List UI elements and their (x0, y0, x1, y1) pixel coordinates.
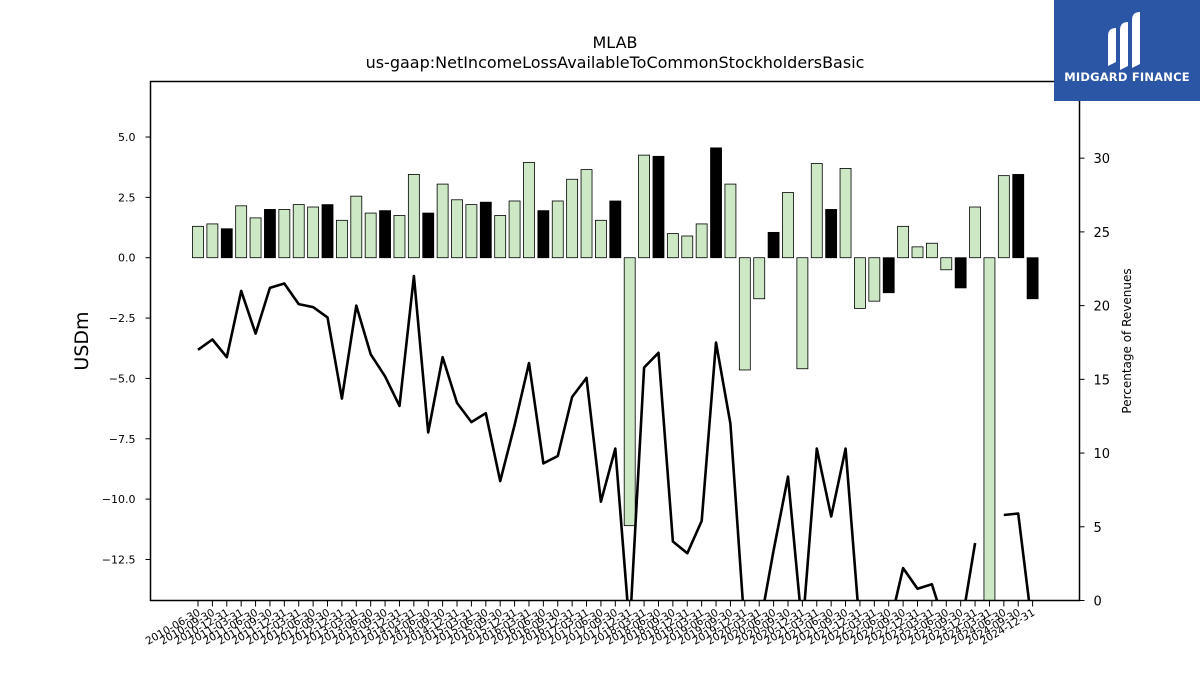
bar (465, 204, 478, 259)
bar (882, 257, 895, 294)
plot-frame (149, 80, 1081, 602)
logo-text: MIDGARD FINANCE (1064, 70, 1190, 84)
y-axis-label: USDm (71, 311, 93, 370)
y-tick-label: 2.5 (118, 191, 136, 204)
y2-tick-label: 10 (1094, 447, 1111, 462)
y2-tick-label: 5 (1094, 521, 1102, 536)
bar (249, 217, 262, 259)
bar (810, 163, 823, 259)
bar (335, 219, 348, 259)
bar (580, 169, 593, 259)
bar (738, 257, 751, 371)
chart-subtitle: us-gaap:NetIncomeLossAvailableToCommonSt… (366, 53, 865, 72)
y2-tick-label: 30 (1094, 152, 1111, 167)
x-axis-ticks: 2010-06-302010-09-302010-12-312011-03-31… (144, 600, 1037, 648)
y2-tick-label: 20 (1094, 300, 1111, 315)
logo-mark-icon (1108, 12, 1140, 70)
bar (595, 219, 607, 259)
bar (983, 257, 996, 601)
y-tick-label: −7.5 (109, 433, 136, 446)
bar (940, 257, 953, 271)
revenue-percentage-line (197, 274, 1031, 601)
bar (566, 178, 579, 259)
bar (235, 205, 248, 259)
bar (508, 200, 521, 259)
bar (753, 257, 766, 300)
bar (407, 174, 420, 259)
y-tick-label: 5.0 (118, 131, 136, 144)
bar (897, 225, 910, 259)
bar (1026, 257, 1039, 300)
bar (710, 147, 722, 259)
bar (681, 235, 694, 259)
y-tick-label: −2.5 (109, 312, 136, 325)
bar (796, 257, 809, 370)
chart-title: MLAB (592, 33, 637, 52)
bar (494, 215, 507, 259)
bar (997, 175, 1010, 259)
bar (364, 212, 377, 259)
bar (307, 206, 320, 259)
bar (954, 257, 967, 289)
bar (609, 200, 622, 259)
bar (1012, 174, 1025, 259)
bar (666, 233, 679, 259)
y-tick-label: −10.0 (102, 493, 136, 506)
bar (292, 204, 305, 259)
y2-axis-ticks: 30 25 20 15 10 5 0 (1079, 152, 1111, 610)
bar (854, 257, 866, 309)
line-group (197, 274, 1031, 601)
y2-tick-label: 15 (1094, 373, 1111, 388)
bar (551, 200, 564, 259)
bar (537, 210, 550, 259)
bar (523, 161, 535, 259)
y-tick-label: −12.5 (102, 553, 136, 566)
bar (767, 231, 780, 259)
bar (623, 257, 636, 527)
bar (925, 242, 938, 259)
bar (652, 155, 665, 259)
bar (206, 223, 219, 259)
bar (264, 209, 276, 259)
brand-logo: MIDGARD FINANCE (1054, 0, 1200, 101)
y-axis-ticks: 5.0 2.5 0.0 −2.5 −5.0 −7.5 −10.0 −12.5 (102, 131, 151, 566)
bar (350, 195, 363, 259)
y-tick-label: −5.0 (109, 372, 136, 385)
bar (782, 192, 794, 259)
bar (724, 183, 737, 259)
bar (451, 199, 463, 259)
bar (393, 215, 406, 259)
y-tick-label: 0.0 (118, 252, 136, 265)
bar (422, 212, 435, 259)
bar (638, 154, 650, 259)
bar (220, 228, 233, 259)
bar (379, 210, 391, 259)
y2-tick-label: 25 (1094, 226, 1111, 241)
y2-tick-label: 0 (1094, 595, 1102, 610)
y2-axis-label: Percentage of Revenues (1120, 268, 1134, 413)
bar-group (192, 147, 1039, 601)
bar (911, 246, 924, 259)
bar (825, 209, 838, 259)
bar (868, 257, 881, 302)
bar (695, 223, 708, 259)
bar (278, 209, 291, 259)
bar (436, 183, 449, 259)
bar (969, 206, 981, 259)
bar (192, 225, 204, 259)
bar (479, 201, 492, 259)
bar (839, 168, 852, 259)
bar (321, 204, 334, 259)
